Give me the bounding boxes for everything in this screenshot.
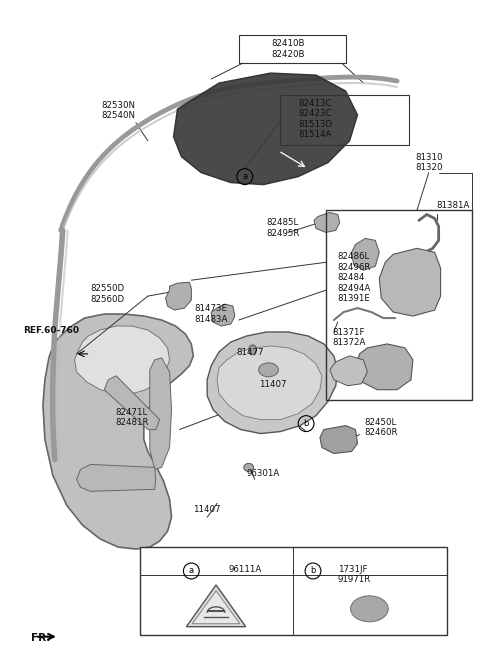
Polygon shape — [356, 344, 413, 390]
Text: FR.: FR. — [31, 632, 50, 643]
Text: 82550D
82560D: 82550D 82560D — [90, 284, 124, 304]
Polygon shape — [192, 591, 240, 624]
Polygon shape — [320, 426, 358, 453]
Text: 11407: 11407 — [193, 505, 221, 514]
Polygon shape — [207, 332, 338, 434]
Text: 82471L
82481R: 82471L 82481R — [115, 407, 149, 427]
Ellipse shape — [350, 596, 388, 622]
Text: 82450L
82460R: 82450L 82460R — [364, 418, 398, 437]
Text: 82486L
82496R
82484
82494A
81391E: 82486L 82496R 82484 82494A 81391E — [338, 253, 371, 303]
Polygon shape — [379, 249, 441, 316]
Text: 82413C
82423C
81513D
81514A: 82413C 82423C 81513D 81514A — [298, 99, 332, 139]
Polygon shape — [77, 464, 156, 491]
Polygon shape — [330, 356, 367, 386]
Polygon shape — [217, 346, 322, 420]
Bar — [140, 547, 446, 635]
Text: 81371F
81372A: 81371F 81372A — [333, 328, 366, 348]
Text: 82485L
82495R: 82485L 82495R — [266, 218, 300, 238]
Polygon shape — [74, 326, 169, 394]
Text: 81473E
81483A: 81473E 81483A — [194, 304, 228, 323]
Ellipse shape — [249, 345, 257, 355]
Polygon shape — [43, 314, 193, 549]
Text: 82530N
82540N: 82530N 82540N — [101, 101, 135, 120]
Polygon shape — [186, 585, 246, 626]
Text: 1731JF
91971R: 1731JF 91971R — [338, 565, 371, 584]
Bar — [239, 35, 346, 63]
Polygon shape — [104, 376, 160, 430]
Text: b: b — [310, 567, 316, 575]
Text: a: a — [242, 172, 247, 181]
Polygon shape — [166, 282, 192, 310]
Ellipse shape — [259, 363, 278, 377]
Ellipse shape — [244, 463, 253, 472]
Text: 96111A: 96111A — [229, 565, 262, 574]
Text: 96301A: 96301A — [247, 470, 280, 478]
Text: 82410B
82420B: 82410B 82420B — [272, 39, 305, 58]
Bar — [280, 95, 409, 145]
Polygon shape — [351, 238, 379, 270]
Bar — [326, 211, 472, 400]
Text: 81477: 81477 — [237, 348, 264, 357]
Polygon shape — [150, 358, 171, 470]
Polygon shape — [211, 304, 235, 326]
Text: b: b — [303, 419, 309, 428]
Polygon shape — [314, 213, 340, 232]
Text: 81310
81320: 81310 81320 — [415, 153, 443, 172]
Text: REF.60-760: REF.60-760 — [23, 326, 79, 335]
Polygon shape — [174, 73, 358, 184]
Text: 81381A: 81381A — [437, 201, 470, 209]
Text: 11407: 11407 — [259, 380, 286, 389]
Text: a: a — [189, 567, 194, 575]
